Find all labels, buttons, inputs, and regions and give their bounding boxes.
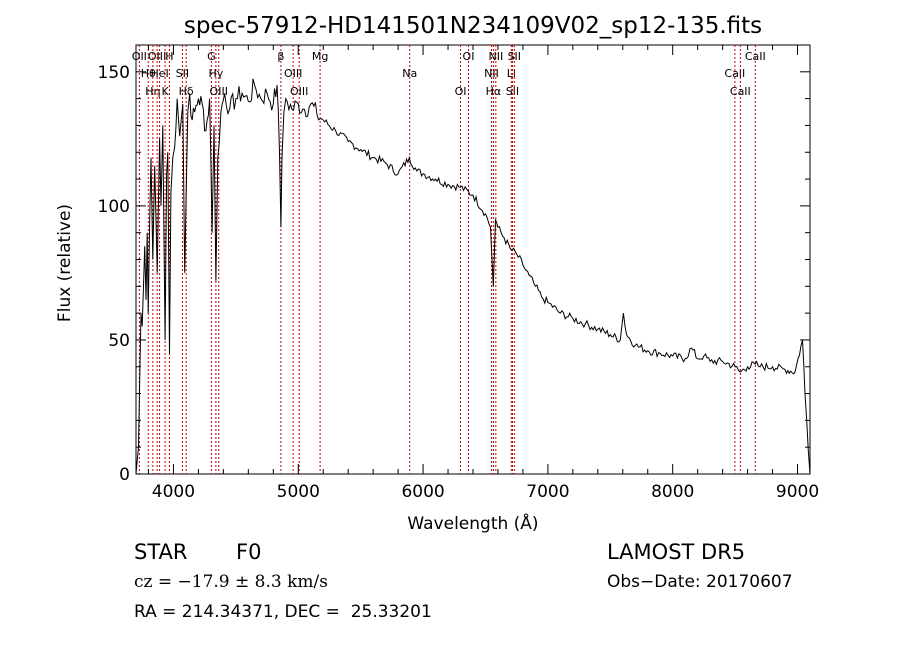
- spectral-line-label: H: [165, 50, 173, 63]
- spectral-line-label: OI: [455, 85, 467, 98]
- spectral-line-label: Hγ: [208, 67, 223, 80]
- spectral-lines-layer: OIIHθHηOIIIHeIKHSIIHδGHγOIIIβOIIIOIIIMgN…: [132, 45, 766, 474]
- redshift-label: cz = −17.9 ± 8.3 km/s: [134, 572, 328, 592]
- spectral-line-label: Hα: [486, 85, 502, 98]
- x-tick-label: 8000: [651, 482, 694, 502]
- spectral-line-label: NII: [488, 50, 503, 63]
- spectral-line-label: SII: [506, 85, 519, 98]
- spectral-line-label: Hη: [145, 85, 160, 98]
- x-axis-label: Wavelength (Å): [407, 512, 538, 534]
- x-tick-label: 5000: [277, 482, 320, 502]
- spectral-line-label: G: [207, 50, 216, 63]
- x-tick-label: 9000: [776, 482, 819, 502]
- x-tick-label: 7000: [526, 482, 569, 502]
- y-tick-label: 100: [98, 197, 130, 217]
- spectral-class: STAR: [134, 540, 188, 564]
- spectral-line-label: SII: [508, 50, 521, 63]
- spectral-line-label: SII: [176, 67, 189, 80]
- survey-label: LAMOST DR5: [607, 540, 746, 564]
- spectral-line-label: CaII: [724, 67, 745, 80]
- spectral-line-label: OII: [132, 50, 147, 63]
- spectral-line-label: CaII: [745, 50, 766, 63]
- spectral-line-label: Li: [507, 67, 516, 80]
- spectral-subclass: F0: [236, 540, 262, 564]
- plot-frame: [135, 44, 811, 475]
- x-tick-label: 6000: [401, 482, 444, 502]
- spectral-line-label: Na: [402, 67, 417, 80]
- series-layer: [135, 78, 811, 475]
- spectral-line-label: K: [161, 85, 169, 98]
- y-tick-label: 50: [108, 331, 130, 351]
- spectral-line-label: OI: [463, 50, 475, 63]
- obs-date-label: Obs−Date: 20170607: [607, 572, 793, 592]
- y-axis-label: Flux (relative): [55, 204, 75, 322]
- spectral-line-label: β: [277, 50, 284, 63]
- spectral-line-label: OIII: [290, 85, 308, 98]
- x-tick-label: 4000: [152, 482, 195, 502]
- spectral-line-label: OIII: [210, 85, 228, 98]
- spectral-line-label: HeI: [150, 67, 168, 80]
- y-tick-label: 0: [119, 465, 130, 485]
- coordinates-label: RA = 214.34371, DEC = 25.33201: [134, 602, 432, 622]
- spectral-line-label: OIII: [284, 67, 302, 80]
- spectral-line-label: Hθ: [141, 67, 156, 80]
- axis-ticks-layer: 4000 5000 6000 7000 8000 9000 0 50 100 150: [98, 45, 819, 502]
- spectral-line-label: Hδ: [179, 85, 194, 98]
- spectrum-chart: spec-57912-HD141501N234109V02_sp12-135.f…: [55, 13, 819, 534]
- y-tick-label: 150: [98, 63, 130, 83]
- spectral-line-label: NII: [484, 67, 499, 80]
- spectral-line-label: OIII: [148, 50, 166, 63]
- spectrum-series-line: [135, 78, 811, 475]
- spectral-line-label: Mg: [312, 50, 328, 63]
- chart-title: spec-57912-HD141501N234109V02_sp12-135.f…: [184, 13, 762, 39]
- spectral-line-label: CaII: [730, 85, 751, 98]
